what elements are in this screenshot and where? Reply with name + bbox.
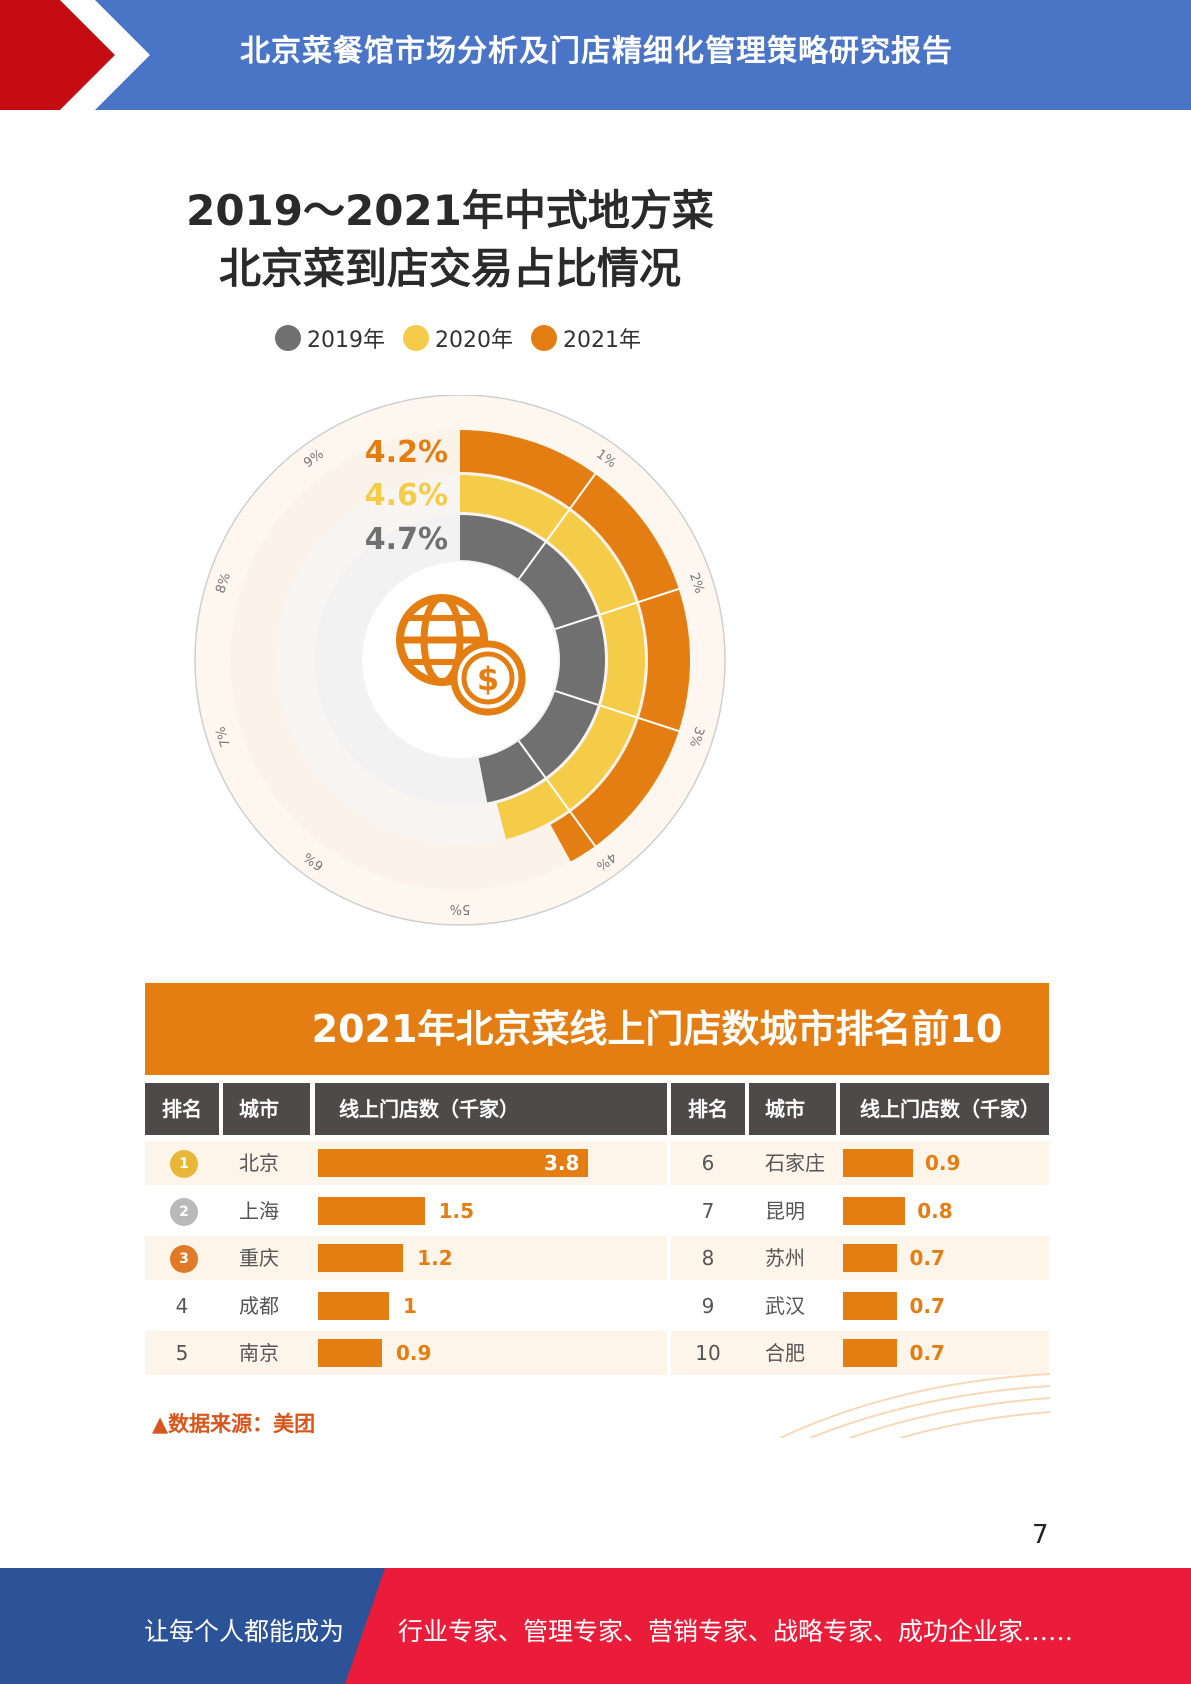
header-red-arrow [0,0,150,110]
legend-item-2021: 2021年 [531,322,641,354]
page-footer [0,1568,1191,1684]
footer-red-panel [345,1568,1191,1684]
radial-segment-divider [569,811,596,847]
store-count-bar [318,1291,390,1320]
table-cell-city: 武汉 [765,1293,805,1318]
radial-scale-tick: 8% [213,571,234,595]
decorative-stripes [780,1373,1050,1438]
store-count-value: 3.8 [544,1151,580,1175]
radial-bar-2021年 [460,430,690,862]
table-row-bg [145,1331,667,1375]
table-cell-rank: 7 [701,1198,715,1223]
radial-bar-2019年 [460,515,605,803]
radial-segment-divider [546,779,570,811]
radial-segment-divider [569,473,596,509]
table-cell-city: 重庆 [239,1246,279,1270]
gold-medal-icon: 1 [170,1150,198,1178]
store-count-value: 1.2 [417,1246,453,1270]
col-header-stores-left: 线上门店数（千家） [315,1083,667,1135]
store-count-value: 0.8 [917,1198,953,1223]
radial-segment-divider [517,542,547,580]
store-count-value: 0.7 [909,1293,945,1318]
radial-segment-divider [554,614,599,631]
legend-swatch [403,325,429,351]
table-cell-city: 石家庄 [765,1151,825,1175]
store-count-bar [318,1244,404,1272]
table-cell-rank: 4 [175,1293,189,1318]
globe-dollar-icon: $ [396,594,526,716]
table-cell-city: 成都 [239,1293,279,1318]
report-title: 北京菜餐馆市场分析及门店精细化管理策略研究报告 [240,34,953,69]
radial-bar-chart: 1%2%3%4%5%6%7%8%9% 4.2%4.6%4.7% $ [194,395,726,926]
col-header-city-right: 城市 [749,1083,836,1135]
table-cell-rank: 10 [695,1341,721,1365]
legend-label: 2019年 [307,328,385,353]
radial-segment-divider [638,587,680,603]
page-number: 7 [1032,1520,1049,1550]
store-count-value: 0.9 [925,1151,961,1175]
store-count-value: 1 [403,1293,417,1318]
table-cell-city: 上海 [239,1198,279,1223]
radial-scale-tick: 3% [686,725,707,749]
col-header-stores-right: 线上门店数（千家） [840,1083,1049,1135]
store-count-bar [318,1339,382,1367]
table-cell-rank: 6 [701,1151,715,1175]
table-cell-rank: 5 [175,1341,189,1365]
col-header-city-left: 城市 [223,1083,310,1135]
table-cell-city: 南京 [239,1341,279,1365]
data-source-note: ▲数据来源：美团 [152,1412,316,1436]
legend-label: 2020年 [435,328,513,353]
radial-segment-divider [517,740,547,778]
radial-segment-divider [638,717,680,733]
radial-scale-tick: 7% [213,725,234,749]
footer-slogan: 让每个人都能成为 [144,1617,345,1646]
col-header-rank-left: 排名 [145,1083,219,1135]
radial-bar-2020年 [460,475,646,840]
table-row-bg [145,1236,667,1280]
ranking-table-title: 2021年北京菜线上门店数城市排名前10 [311,1007,1003,1051]
col-header-rank-right: 排名 [671,1083,745,1135]
table-cell-city: 苏州 [765,1246,805,1270]
table-cell-city: 昆明 [765,1198,805,1223]
store-count-bar [843,1291,898,1320]
table-cell-rank: 8 [701,1246,715,1270]
radial-value-label: 4.2% [365,435,448,470]
store-count-value: 0.7 [909,1246,945,1270]
legend-item-2019: 2019年 [275,322,385,354]
table-cell-city: 合肥 [765,1341,805,1365]
bronze-medal-icon: 3 [170,1245,198,1273]
legend-swatch [275,325,301,351]
footer-tagline: 行业专家、管理专家、营销专家、战略专家、成功企业家…… [398,1617,1074,1646]
radial-chart-title-line1: 2019～2021年中式地方菜 [186,186,714,235]
radial-chart-title-line2: 北京菜到店交易占比情况 [218,244,681,293]
ranking-table-title-band: 2021年北京菜线上门店数城市排名前10 [145,983,1049,1075]
table-cell-city: 北京 [239,1151,279,1175]
table-cell-rank: 9 [701,1293,715,1318]
legend-item-2020: 2020年 [403,322,513,354]
radial-segment-divider [600,601,637,616]
store-count-bar [843,1196,906,1225]
store-count-bar [318,1149,588,1177]
store-count-bar [318,1196,425,1225]
store-count-value: 0.9 [395,1341,432,1365]
store-count-bar [843,1339,898,1367]
store-count-bar [843,1149,913,1177]
svg-text:$: $ [477,660,499,698]
radial-scale-tick: 5% [450,901,471,916]
radial-chart-legend: 2019年 2020年 2021年 [275,320,659,356]
radial-scale-tick: 2% [686,571,707,595]
ranking-table: 2021年北京菜线上门店数城市排名前10 [145,983,1049,1075]
legend-swatch [531,325,557,351]
legend-label: 2021年 [563,328,641,353]
page-header: 北京菜餐馆市场分析及门店精细化管理策略研究报告 [0,0,1191,110]
radial-segment-divider [554,689,599,706]
store-count-bar [843,1244,898,1272]
store-count-value: 1.5 [438,1198,475,1223]
radial-value-label: 4.7% [365,522,448,557]
radial-segment-divider [546,509,570,541]
silver-medal-icon: 2 [170,1197,198,1226]
store-count-value: 0.7 [909,1341,945,1365]
radial-value-label: 4.6% [365,478,448,513]
radial-segment-divider [600,704,637,719]
